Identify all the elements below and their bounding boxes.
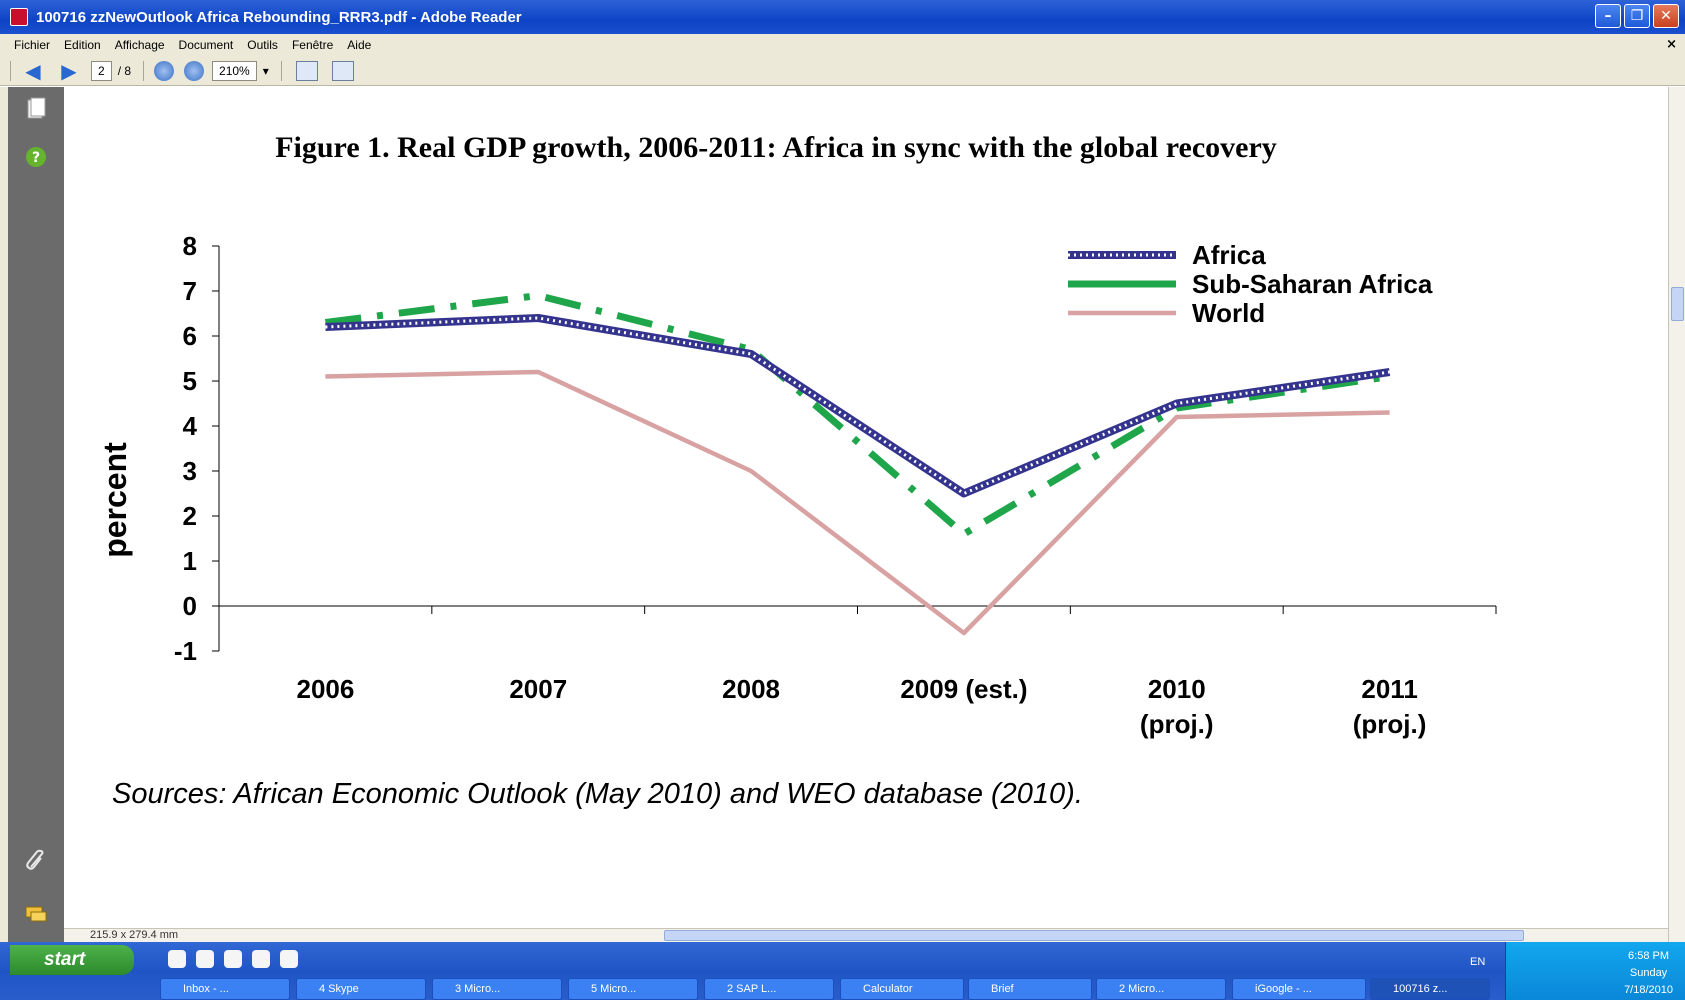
clock[interactable]: 6:58 PM Sunday 7/18/2010 [1624,948,1673,999]
horizontal-scrollbar[interactable]: 215.9 x 279.4 mm [64,928,1668,942]
menu-bar: Fichier Edition Affichage Document Outil… [0,34,1685,56]
minimize-button[interactable]: – [1595,4,1621,28]
chart-series [324,292,1391,636]
zoom-out-icon[interactable] [154,60,175,81]
start-button[interactable]: start [10,945,134,975]
y-tick-label: -1 [174,636,197,666]
legend-label: Africa [1192,240,1266,270]
menu-affichage[interactable]: Affichage [114,38,165,52]
close-document-button[interactable]: × [1666,37,1677,52]
menu-fichier[interactable]: Fichier [14,38,51,52]
chart-title: Figure 1. Real GDP growth, 2006-2011: Af… [275,131,1277,164]
adobe-reader-icon [10,8,28,26]
maximize-button[interactable]: ❐ [1624,4,1650,28]
series-line-africa [325,316,1390,495]
y-tick-label: 7 [183,276,197,306]
svg-text:?: ? [32,150,40,166]
vertical-scroll-thumb[interactable] [1671,287,1684,321]
task-micro-5[interactable]: 5 Micro... [568,978,698,1000]
series-line-world [325,369,1390,636]
task-calculator[interactable]: Calculator [840,978,964,1000]
task-igoogle[interactable]: iGoogle - ... [1232,978,1366,1000]
menu-aide[interactable]: Aide [347,38,372,52]
fit-page-icon[interactable] [331,60,354,81]
y-tick-label: 8 [183,231,197,261]
y-axis-title: percent [97,442,133,558]
comments-icon[interactable] [24,902,48,926]
x-tick-label: 2007 [509,674,567,704]
window-controls: – ❐ ✕ [1595,4,1679,28]
task-skype[interactable]: 4 Skype [296,978,426,1000]
title-bar: 100716 zzNewOutlook Africa Rebounding_RR… [0,0,1685,34]
close-button[interactable]: ✕ [1653,4,1679,28]
taskbar: start Inbox - ... 4 Skype 3 Micro... 5 M… [0,942,1685,1000]
menu-fenetre[interactable]: Fenêtre [291,38,334,52]
task-micro-3[interactable]: 3 Micro... [432,978,562,1000]
page-total: / 8 [117,63,132,78]
vertical-scrollbar[interactable] [1668,87,1685,942]
firefox-icon[interactable] [280,950,298,968]
menu-document[interactable]: Document [178,38,234,52]
menu-edition[interactable]: Edition [64,38,101,52]
y-tick-label: 2 [183,501,197,531]
toolbar-separator [10,60,11,81]
camera-icon[interactable] [224,950,242,968]
y-tick-label: 6 [183,321,197,351]
task-micro-2[interactable]: 2 Micro... [1096,978,1226,1000]
clock-day: Sunday [1629,967,1668,979]
window-title: 100716 zzNewOutlook Africa Rebounding_RR… [36,8,522,26]
clock-date: 7/18/2010 [1624,984,1673,996]
x-tick-label: (proj.) [1140,709,1214,739]
y-tick-label: 4 [183,411,198,441]
x-tick-label: (proj.) [1353,709,1427,739]
y-tick-label: 5 [183,366,197,396]
zoom-in-icon[interactable] [184,60,205,81]
x-tick-label: 2009 (est.) [900,674,1027,704]
previous-page-icon[interactable]: ◀ [25,58,41,83]
language-indicator[interactable]: EN [1470,956,1486,968]
y-tick-label: 1 [183,546,197,576]
series-line-africa [325,314,1391,498]
pages-icon[interactable] [24,97,48,121]
toolbar: ◀ ▶ 2 / 8 210% ▾ [0,56,1685,86]
legend-label: Sub-Saharan Africa [1192,269,1433,299]
x-tick-label: 2010 [1148,674,1206,704]
help-icon[interactable]: ? [24,145,48,169]
zoom-dropdown-icon[interactable]: ▾ [262,63,269,78]
x-tick-label: 2006 [296,674,354,704]
toolbar-separator [143,60,145,81]
toolbar-separator [280,60,282,81]
menu-outils[interactable]: Outils [247,38,278,52]
x-tick-label: 2008 [722,674,780,704]
horizontal-scroll-thumb[interactable] [664,930,1524,941]
next-page-icon[interactable]: ▶ [61,58,77,83]
chart-axes: -1 0 1 2 3 4 5 6 7 8 2006 2007 2008 2009 (est.) 2010 (p… [174,231,1497,739]
task-adobe-reader[interactable]: 100716 z... [1370,978,1490,1000]
page-number-input[interactable]: 2 [91,60,112,81]
chrome-icon[interactable] [168,950,186,968]
zoom-level-input[interactable]: 210% [212,60,257,81]
ie-icon[interactable] [252,950,270,968]
legend-label: World [1192,298,1265,328]
task-sap[interactable]: 2 SAP L... [704,978,834,1000]
attachments-icon[interactable] [24,849,48,873]
outlook-icon[interactable] [196,950,214,968]
y-tick-label: 3 [183,456,197,486]
page-size-label: 215.9 x 279.4 mm [90,929,179,941]
gdp-chart: Figure 1. Real GDP growth, 2006-2011: Af… [97,131,1497,810]
clock-time: 6:58 PM [1628,950,1670,962]
fit-width-icon[interactable] [295,60,318,81]
x-tick-label: 2011 [1361,674,1417,704]
series-line-sub-saharan-africa [324,292,1391,538]
document-view: Figure 1. Real GDP growth, 2006-2011: Af… [64,87,1668,928]
system-tray: 6:58 PM Sunday 7/18/2010 [1505,942,1685,1000]
y-tick-label: 0 [183,591,197,621]
start-label: start [44,949,86,970]
task-brief[interactable]: Brief [968,978,1092,1000]
task-inbox[interactable]: Inbox - ... [160,978,290,1000]
chart-source: Sources: African Economic Outlook (May 2… [112,778,1083,810]
navigation-panel: ? [0,87,64,942]
